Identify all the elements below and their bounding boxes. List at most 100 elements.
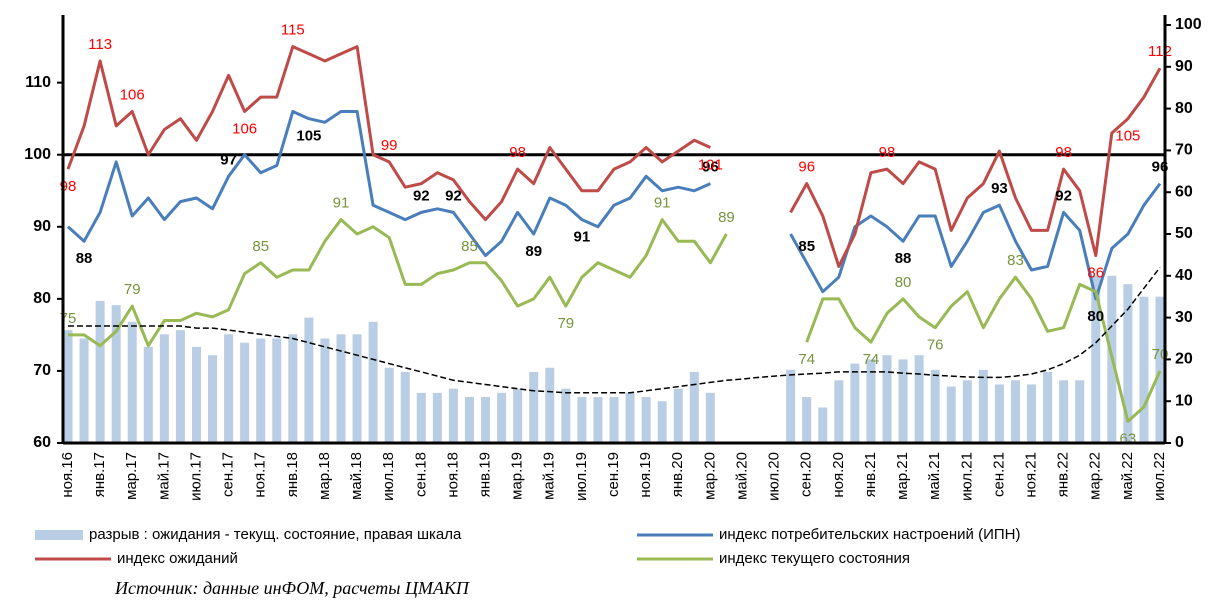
y2-tick-label: 10: [1175, 392, 1193, 409]
x-tick-label: сен.19: [605, 452, 622, 497]
bar: [818, 407, 828, 443]
x-tick-label: мар.19: [509, 452, 526, 500]
data-label: 106: [232, 120, 257, 137]
bar: [786, 369, 796, 443]
bar: [609, 397, 619, 443]
data-label: 92: [413, 187, 430, 204]
x-tick-label: мар.20: [701, 452, 718, 500]
y2-tick-label: 70: [1175, 142, 1193, 159]
data-label: 89: [525, 243, 542, 260]
data-label: 98: [1055, 144, 1072, 161]
data-label: 91: [574, 229, 591, 246]
x-tick-label: июл.21: [958, 452, 975, 501]
bar: [256, 338, 266, 443]
x-tick-label: мар.18: [316, 452, 333, 500]
bar: [448, 388, 458, 443]
data-label: 86: [1087, 265, 1104, 282]
bar: [930, 369, 940, 443]
x-tick-label: ноя.21: [1022, 452, 1039, 498]
data-label: 79: [124, 281, 141, 298]
bar: [1010, 380, 1020, 443]
x-tick-label: янв.22: [1055, 452, 1072, 497]
data-label: 76: [927, 337, 944, 354]
bar: [127, 321, 137, 443]
y-tick-label: 90: [33, 218, 51, 235]
bar: [208, 355, 218, 443]
bar: [802, 397, 812, 443]
x-tick-label: сен.17: [220, 452, 237, 497]
bar: [1139, 296, 1149, 443]
legend-swatch: [35, 530, 83, 540]
bar: [384, 367, 394, 443]
bar: [994, 384, 1004, 443]
data-label: 85: [798, 238, 815, 255]
bar: [641, 397, 651, 443]
data-label: 88: [895, 250, 912, 267]
bar: [866, 359, 876, 443]
data-label: 92: [445, 187, 462, 204]
bar: [946, 386, 956, 443]
x-tick-label: июл.20: [766, 452, 783, 501]
bar: [1027, 384, 1037, 443]
y-tick-label: 100: [24, 146, 51, 163]
bar: [898, 359, 908, 443]
bar: [673, 388, 683, 443]
bar: [1059, 380, 1069, 443]
y-tick-label: 110: [25, 74, 51, 91]
bar: [368, 321, 378, 443]
y-tick-label: 60: [33, 434, 51, 451]
data-label: 115: [281, 22, 305, 39]
source-note: Источник: данные инФОМ, расчеты ЦМАКП: [114, 578, 470, 598]
data-label: 80: [1087, 308, 1104, 325]
bar: [882, 355, 892, 443]
bar: [191, 346, 201, 443]
y-tick-label: 80: [33, 290, 51, 307]
bar: [1043, 371, 1053, 443]
x-tick-label: ноя.19: [637, 452, 654, 498]
bar: [159, 334, 169, 443]
bar: [111, 305, 121, 443]
bar: [1075, 380, 1085, 443]
data-label: 80: [895, 274, 912, 291]
bar: [432, 392, 442, 443]
x-tick-label: янв.18: [284, 452, 301, 497]
bar: [175, 330, 185, 443]
bar: [304, 317, 314, 443]
bar: [561, 388, 571, 443]
x-tick-label: мар.22: [1087, 452, 1104, 500]
bar: [914, 355, 924, 443]
y2-tick-label: 50: [1175, 225, 1193, 242]
x-tick-label: июл.19: [573, 452, 590, 501]
data-label: 91: [654, 195, 671, 212]
y2-tick-label: 30: [1175, 309, 1193, 326]
data-label: 92: [1055, 187, 1072, 204]
bar: [962, 380, 972, 443]
series-line: [66, 45, 1162, 268]
data-label: 83: [1007, 252, 1024, 269]
y2-tick-label: 100: [1175, 16, 1202, 33]
y-tick-label: 70: [33, 362, 51, 379]
legend-label: индекс текущего состояния: [719, 550, 910, 567]
x-tick-label: май.20: [733, 452, 750, 500]
data-label: 91: [333, 195, 350, 212]
bar: [705, 392, 715, 443]
data-label: 74: [863, 351, 880, 368]
bar: [577, 397, 587, 443]
data-label: 105: [1115, 128, 1140, 145]
bar: [497, 392, 507, 443]
data-label: 79: [557, 315, 574, 332]
x-tick-label: сен.21: [990, 452, 1007, 497]
bar: [689, 371, 699, 443]
data-label: 74: [798, 351, 815, 368]
bar: [513, 388, 523, 443]
x-tick-label: май.19: [541, 452, 558, 500]
data-label: 113: [88, 36, 112, 53]
data-label: 98: [509, 144, 526, 161]
bar: [240, 342, 250, 443]
bar: [593, 397, 603, 443]
bar: [481, 397, 491, 443]
series-line: [68, 218, 1162, 423]
x-tick-label: июл.17: [187, 452, 204, 501]
y2-tick-label: 60: [1175, 183, 1193, 200]
